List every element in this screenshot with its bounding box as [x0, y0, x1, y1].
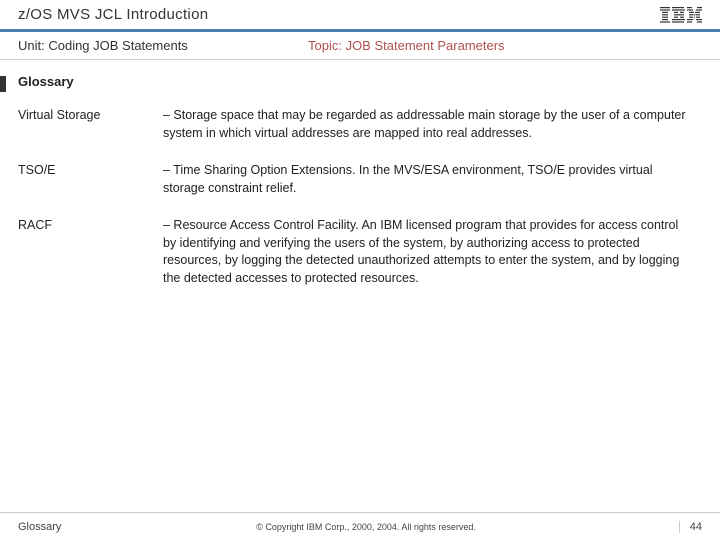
footer-section-label: Glossary [18, 521, 61, 533]
glossary-row: TSO/E – Time Sharing Option Extensions. … [0, 154, 720, 209]
topic-label: Topic: JOB Statement Parameters [308, 38, 505, 53]
glossary-term: TSO/E [18, 162, 163, 197]
page-number: 44 [679, 521, 702, 533]
header-bar: z/OS MVS JCL Introduction [0, 0, 720, 32]
glossary-definition: – Time Sharing Option Extensions. In the… [163, 162, 702, 197]
copyright-text: © Copyright IBM Corp., 2000, 2004. All r… [61, 522, 670, 532]
course-title: z/OS MVS JCL Introduction [18, 6, 208, 23]
glossary-term: RACF [18, 217, 163, 287]
section-title: Glossary [0, 60, 720, 99]
glossary-term: Virtual Storage [18, 107, 163, 142]
subheader-bar: Unit: Coding JOB Statements Topic: JOB S… [0, 32, 720, 60]
side-marker [0, 76, 6, 92]
footer-bar: Glossary © Copyright IBM Corp., 2000, 20… [0, 512, 720, 540]
ibm-logo [660, 7, 702, 23]
glossary-row: Virtual Storage – Storage space that may… [0, 99, 720, 154]
glossary-definition: – Resource Access Control Facility. An I… [163, 217, 702, 287]
glossary-definition: – Storage space that may be regarded as … [163, 107, 702, 142]
glossary-row: RACF – Resource Access Control Facility.… [0, 209, 720, 299]
unit-label: Unit: Coding JOB Statements [18, 38, 308, 53]
